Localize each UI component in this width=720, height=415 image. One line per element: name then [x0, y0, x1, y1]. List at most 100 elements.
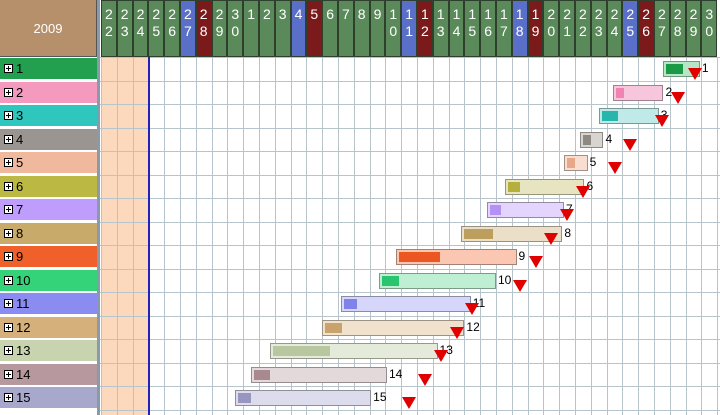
grid-row	[100, 362, 720, 364]
task-row-header[interactable]: 1	[0, 58, 97, 80]
grid-column	[322, 57, 324, 415]
task-bar[interactable]	[486, 202, 564, 218]
expand-icon[interactable]	[4, 299, 13, 308]
task-label: 10	[16, 272, 31, 288]
task-progress	[254, 369, 270, 380]
deadline-marker-icon[interactable]	[465, 303, 480, 315]
task-bar[interactable]	[235, 390, 372, 406]
task-bar[interactable]	[379, 272, 496, 289]
deadline-marker-icon[interactable]	[607, 162, 622, 174]
expand-icon[interactable]	[4, 181, 13, 191]
expand-icon[interactable]	[4, 393, 13, 402]
expand-icon[interactable]	[4, 158, 13, 167]
task-row-header[interactable]: 3	[0, 105, 97, 127]
deadline-marker-icon[interactable]	[575, 185, 590, 198]
task-bar[interactable]	[505, 178, 585, 195]
task-label: 14	[16, 366, 31, 382]
task-bar[interactable]	[579, 131, 604, 148]
deadline-marker-icon[interactable]	[560, 209, 575, 221]
deadline-marker-icon[interactable]	[670, 91, 685, 104]
task-bar[interactable]	[396, 249, 517, 265]
deadline-marker-icon[interactable]	[512, 279, 527, 292]
task-progress	[666, 64, 683, 74]
expand-icon[interactable]	[4, 64, 13, 73]
weekend-shade	[101, 57, 148, 415]
deadline-marker-icon[interactable]	[544, 232, 559, 245]
deadline-marker-icon[interactable]	[417, 373, 432, 386]
task-row-header[interactable]: 8	[0, 222, 97, 245]
day-header: 9	[369, 0, 386, 57]
task-row-header[interactable]: 2	[0, 81, 97, 104]
task-row-header[interactable]: 6	[0, 175, 97, 198]
task-row-header[interactable]: 15	[0, 387, 97, 409]
task-bar[interactable]	[270, 343, 438, 359]
deadline-marker-icon[interactable]	[688, 68, 703, 80]
task-bar[interactable]	[612, 84, 664, 101]
grid-row	[100, 221, 720, 223]
task-label: 2	[16, 84, 24, 100]
task-bar[interactable]	[563, 155, 588, 171]
task-bar[interactable]	[598, 108, 659, 124]
deadline-marker-icon[interactable]	[528, 256, 543, 268]
grid-column	[211, 57, 213, 415]
task-row-header[interactable]: 11	[0, 293, 97, 315]
task-label: 15	[16, 390, 31, 405]
task-bar[interactable]	[251, 366, 387, 383]
expand-icon[interactable]	[4, 275, 13, 285]
task-bar[interactable]	[322, 319, 465, 336]
task-bar-label: 15	[373, 390, 387, 404]
expand-icon[interactable]	[4, 346, 13, 355]
deadline-marker-icon[interactable]	[654, 115, 669, 127]
expand-icon[interactable]	[4, 134, 13, 144]
task-row-header[interactable]: 13	[0, 340, 97, 362]
deadline-marker-icon[interactable]	[449, 326, 464, 339]
task-row-header[interactable]: 5	[0, 152, 97, 174]
expand-icon[interactable]	[4, 228, 13, 238]
task-row-header[interactable]: 9	[0, 246, 97, 268]
grid-column	[180, 57, 181, 415]
grid-column	[606, 57, 608, 415]
task-label: 12	[16, 319, 31, 335]
task-progress	[582, 134, 591, 145]
task-progress	[325, 322, 342, 333]
expand-icon[interactable]	[4, 369, 13, 379]
deadline-marker-icon[interactable]	[623, 138, 638, 151]
today-line	[148, 57, 150, 415]
grid-column	[227, 57, 229, 415]
task-bar-label: 5	[589, 155, 597, 169]
grid-column	[448, 57, 450, 415]
grid-row	[100, 198, 720, 199]
grid-column	[385, 57, 387, 415]
task-row-header[interactable]: 12	[0, 316, 97, 339]
task-bar[interactable]	[341, 296, 471, 312]
task-row-header[interactable]: 4	[0, 128, 97, 151]
grid-column	[164, 57, 166, 415]
grid-column	[401, 57, 403, 415]
task-row-header[interactable]: 7	[0, 199, 97, 221]
expand-icon[interactable]	[4, 322, 13, 332]
task-progress	[566, 158, 575, 168]
deadline-marker-icon[interactable]	[433, 350, 448, 362]
task-row-header[interactable]: 14	[0, 363, 97, 386]
expand-icon[interactable]	[4, 111, 13, 120]
task-bar[interactable]	[461, 225, 563, 242]
grid-row	[100, 292, 720, 293]
expand-icon[interactable]	[4, 87, 13, 97]
day-header: 8	[353, 0, 370, 57]
task-row-header[interactable]: 10	[0, 269, 97, 292]
deadline-marker-icon[interactable]	[402, 397, 417, 409]
task-bar-label: 9	[518, 249, 526, 263]
day-header: 6	[322, 0, 338, 57]
expand-icon[interactable]	[4, 252, 13, 261]
expand-icon[interactable]	[4, 205, 13, 214]
